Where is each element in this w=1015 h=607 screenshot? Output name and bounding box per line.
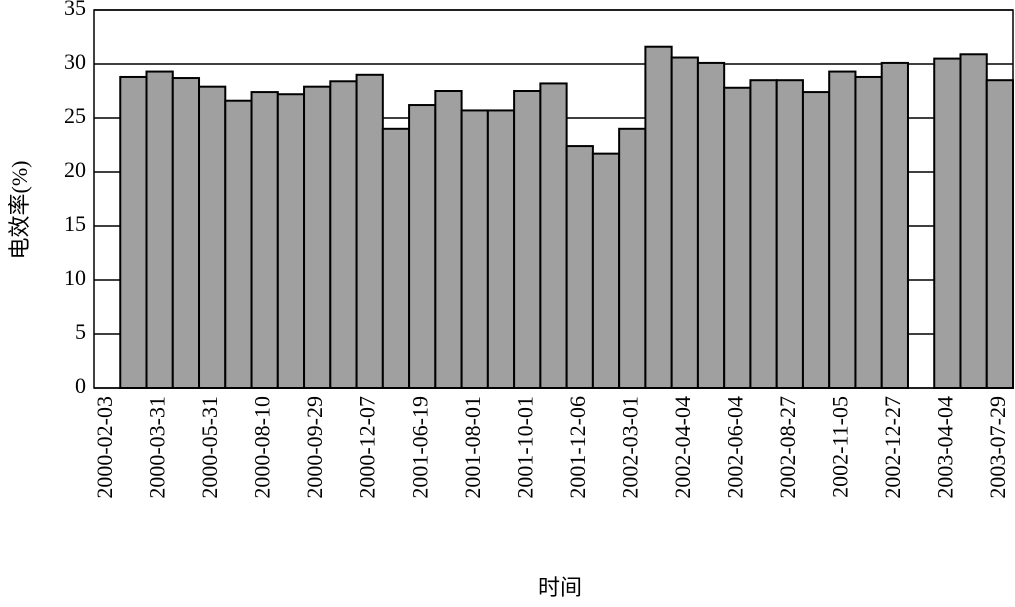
x-tick-label: 2003-04-04 (932, 396, 957, 499)
bar (513, 90, 542, 389)
bar (119, 75, 148, 390)
bar (145, 70, 174, 389)
bar (880, 61, 909, 389)
bar (224, 99, 253, 389)
plot-frame (93, 9, 1014, 389)
x-tick-label: 2000-08-10 (250, 396, 275, 499)
x-axis-title: 时间 (538, 575, 582, 600)
bar (591, 152, 621, 389)
bar (408, 104, 437, 389)
bar (959, 53, 988, 389)
x-tick-label: 2001-08-01 (460, 396, 485, 499)
y-tick-label: 0 (75, 373, 86, 398)
bar (381, 127, 411, 390)
y-tick-label: 20 (64, 157, 86, 182)
x-tick-label: 2000-02-03 (92, 396, 117, 499)
x-tick-label: 2000-03-31 (145, 396, 170, 499)
bar (171, 77, 201, 389)
y-tick-label: 15 (64, 211, 86, 236)
x-tick-label: 2003-07-29 (985, 396, 1010, 499)
bar (434, 90, 463, 389)
x-tick-label: 2001-10-01 (512, 396, 537, 499)
bar (801, 91, 831, 390)
x-tick-label: 2002-06-04 (722, 396, 747, 499)
bar (460, 109, 489, 389)
bar (696, 61, 726, 389)
x-tick-label: 2002-03-01 (617, 396, 642, 499)
bar (775, 79, 804, 389)
bar (250, 91, 279, 390)
bar (329, 80, 358, 389)
x-tick-label: 2002-12-27 (880, 396, 905, 499)
bar (539, 82, 568, 389)
x-tick-label: 2000-05-31 (197, 396, 222, 499)
x-tick-label: 2001-06-19 (407, 396, 432, 499)
x-tick-label: 2002-11-05 (827, 396, 852, 498)
bar (565, 145, 594, 389)
y-tick-label: 25 (64, 103, 86, 128)
y-tick-label: 5 (75, 319, 86, 344)
x-tick-label: 2002-08-27 (775, 396, 800, 499)
bar (828, 70, 857, 389)
bar (618, 127, 647, 390)
bar (486, 109, 516, 389)
bar (644, 45, 673, 389)
bar (276, 93, 306, 390)
x-tick-label: 2002-04-04 (670, 396, 695, 499)
bar (749, 79, 778, 389)
bar (303, 85, 332, 390)
x-tick-label: 2001-12-06 (565, 396, 590, 499)
y-tick-label: 35 (64, 0, 86, 20)
bar (933, 57, 962, 389)
y-tick-label: 30 (64, 49, 86, 74)
bar (985, 79, 1015, 389)
bar (854, 75, 883, 390)
y-tick-label: 10 (64, 265, 86, 290)
y-axis-title: 电效率(%) (7, 161, 32, 260)
x-tick-label: 2000-12-07 (355, 396, 380, 499)
bar (355, 73, 384, 390)
x-tick-label: 2000-09-29 (302, 396, 327, 499)
bar (670, 56, 699, 390)
bar (723, 86, 752, 389)
bar (198, 85, 227, 390)
